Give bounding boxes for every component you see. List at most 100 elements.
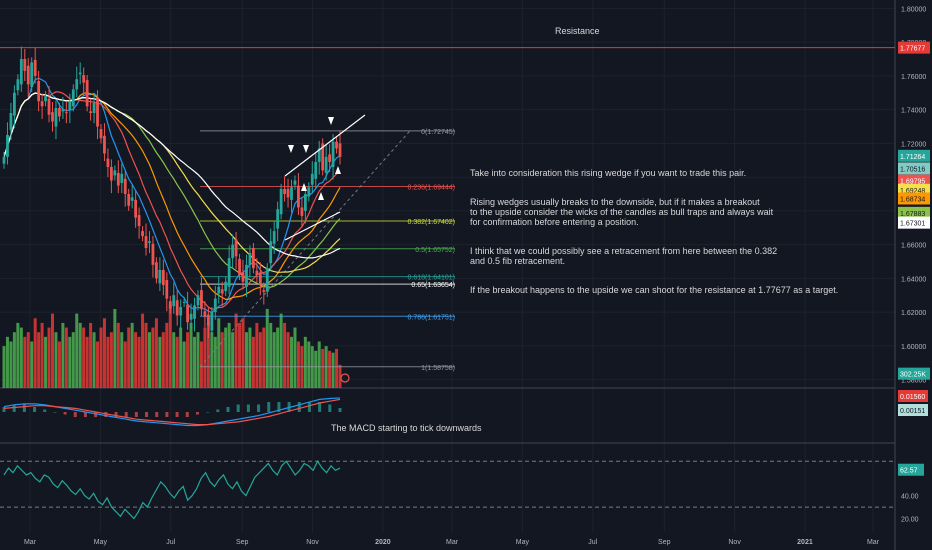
macd-histogram-bar — [226, 407, 230, 412]
time-tick-label: Mar — [867, 539, 880, 546]
candle-body — [338, 143, 342, 157]
volume-bar — [276, 327, 280, 388]
price-tick-label: 1.74000 — [901, 108, 926, 115]
resistance-line[interactable] — [0, 47, 895, 383]
candle-body — [234, 239, 238, 257]
price-tag-label: 1.69248 — [900, 188, 925, 195]
candle-body — [130, 197, 134, 201]
volume-bar — [272, 332, 276, 388]
volume-bar — [158, 336, 162, 388]
candle-body — [196, 295, 200, 306]
arrow-down-icon — [303, 145, 309, 153]
candle-body — [335, 141, 338, 149]
arrow-down-icon — [288, 145, 294, 153]
candle-body — [238, 258, 241, 275]
macd-pane — [2, 397, 342, 427]
volume-bar — [120, 332, 124, 388]
candle-body — [290, 187, 293, 200]
volume-bar — [168, 304, 172, 388]
candle-body — [227, 258, 231, 287]
volume-bar — [286, 332, 290, 388]
rsi-tick-label: 40.00 — [901, 494, 919, 501]
fib-level-label: 0.236(1.69444) — [408, 185, 455, 192]
candle-body — [161, 269, 165, 286]
volume-bar — [248, 327, 252, 388]
candle-body — [44, 96, 47, 102]
volume-bar — [26, 332, 30, 388]
price-tick-label: 1.66000 — [901, 243, 926, 250]
candle-body — [33, 59, 37, 76]
macd-histogram-bar — [206, 412, 210, 413]
volume-bar — [224, 327, 228, 388]
fib-level-label: 0.786(1.61751) — [408, 314, 455, 321]
price-tick-label: 1.64000 — [901, 276, 926, 283]
volume-bar — [113, 308, 117, 388]
volume-bar — [251, 336, 255, 388]
volume-bar — [303, 336, 307, 388]
candle-body — [148, 241, 151, 243]
volume-bar — [314, 350, 318, 388]
candle-body — [89, 111, 92, 114]
price-tag-label: 1.71264 — [900, 154, 925, 161]
volume-bar — [203, 327, 207, 388]
volume-bar — [50, 313, 54, 388]
volume-bar — [44, 336, 48, 388]
price-tag-label: 1.77677 — [900, 46, 925, 53]
price-tick-label: 1.62000 — [901, 310, 926, 317]
macd-histogram-bar — [12, 404, 16, 412]
volume-bar — [210, 332, 214, 388]
volume-bar — [89, 322, 93, 388]
macd-histogram-bar — [318, 402, 322, 412]
volume-bar — [40, 322, 44, 388]
time-axis[interactable]: Mar May Jul Sep Nov 2020 Mar May Jul Sep Nov 2021 Ma… — [24, 539, 880, 546]
time-tick-label: Jul — [166, 539, 175, 546]
candle-body — [75, 79, 79, 90]
rising-wedge[interactable] — [284, 114, 366, 241]
candle-body — [134, 199, 138, 218]
volume-bar — [182, 341, 186, 388]
candle-body — [92, 102, 96, 114]
volume-bar — [30, 341, 34, 388]
candle-body — [272, 231, 276, 244]
candle-body — [120, 173, 124, 184]
candle-body — [300, 207, 304, 216]
candle-body — [252, 247, 255, 269]
volume-bar — [331, 352, 335, 388]
price-tick-label: 1.58000 — [901, 378, 926, 385]
volume-bar — [279, 313, 283, 388]
candle-body — [182, 301, 186, 303]
note-line-1: Take into consideration this rising wedg… — [470, 168, 747, 178]
candle-body — [123, 178, 127, 194]
fib-level-label: 0.65(1.63654) — [411, 282, 455, 289]
volume-bar — [141, 313, 145, 388]
macd-value-tag — [898, 404, 928, 416]
volume-bar — [238, 322, 242, 388]
candle-body — [68, 101, 72, 111]
candle-body — [186, 304, 189, 323]
volume-bar — [179, 327, 183, 388]
candle-body — [158, 269, 162, 284]
volume-bar — [220, 332, 224, 388]
candle-body — [37, 80, 41, 102]
volume-bar — [213, 336, 217, 388]
volume-bar — [231, 332, 235, 388]
time-tick-label: 2020 — [375, 539, 391, 546]
candle-body — [210, 312, 214, 331]
volume-bar — [296, 341, 300, 388]
macd-histogram-bar — [83, 412, 87, 417]
time-tick-label: Sep — [658, 539, 671, 546]
price-tag-label: 1.70516 — [900, 166, 925, 173]
macd-value-tag — [898, 390, 928, 402]
volume-bar — [5, 336, 9, 388]
fib-trend-line — [199, 130, 411, 368]
fib-retracement[interactable]: 0(1.72745) 0.236(1.69444) 0.382(1.67402) 0.… — [199, 129, 455, 372]
candle-body — [47, 98, 51, 115]
price-tag — [898, 41, 930, 54]
time-tick-label: Mar — [446, 539, 459, 546]
volume-bar — [12, 332, 16, 388]
candle-body — [144, 236, 148, 248]
volume-bar — [92, 332, 96, 388]
volume-bar — [116, 322, 120, 388]
ma-line — [3, 92, 341, 273]
